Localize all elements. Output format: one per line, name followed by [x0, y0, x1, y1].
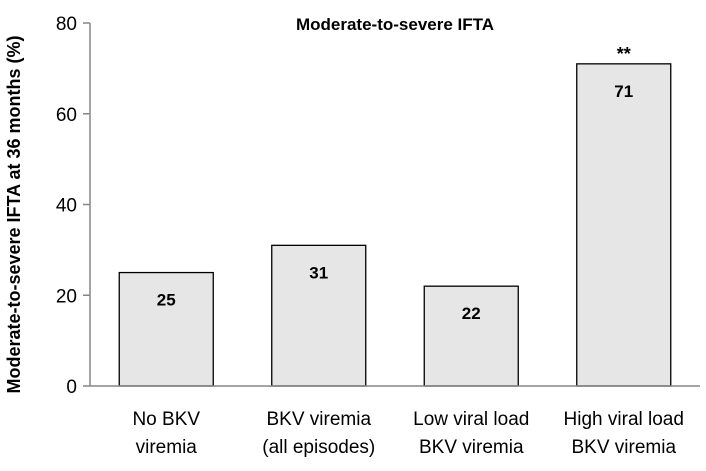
- x-category-label: viremia: [136, 437, 198, 458]
- y-tick-label: 0: [66, 377, 77, 398]
- x-category-label: BKV viremia: [571, 437, 676, 458]
- y-axis-label: Moderate-to-severe IFTA at 36 months (%): [4, 35, 24, 393]
- y-tick-label: 20: [56, 286, 77, 307]
- bar-data-label: 22: [462, 304, 481, 323]
- significance-annotation: **: [617, 44, 631, 64]
- x-category-label: BKV viremia: [419, 437, 524, 458]
- bar-data-label: 71: [614, 82, 633, 101]
- y-ticks-group: 0 20 40 60 80: [56, 14, 90, 398]
- y-tick-label: 60: [56, 105, 77, 126]
- bars-group: 25 31 22 71 **: [118, 44, 672, 387]
- chart-title: Moderate-to-severe IFTA: [296, 15, 494, 34]
- x-category-label: High viral load: [564, 409, 684, 430]
- bar: [423, 285, 519, 387]
- x-category-label: Low viral load: [413, 409, 529, 430]
- x-category-label: No BKV: [132, 409, 200, 430]
- y-tick-label: 80: [56, 14, 77, 35]
- bar: [576, 63, 672, 387]
- x-category-label: (all episodes): [262, 437, 375, 458]
- bar-data-label: 25: [157, 291, 176, 310]
- bar-data-label: 31: [309, 263, 328, 282]
- x-labels-group: No BKV viremia BKV viremia (all episodes) Lo…: [132, 409, 684, 458]
- bar: [271, 244, 367, 387]
- y-tick-label: 40: [56, 196, 77, 217]
- y-axis-label-group: Moderate-to-severe IFTA at 36 months (%): [4, 35, 24, 393]
- x-category-label: BKV viremia: [266, 409, 371, 430]
- bar: [118, 271, 214, 387]
